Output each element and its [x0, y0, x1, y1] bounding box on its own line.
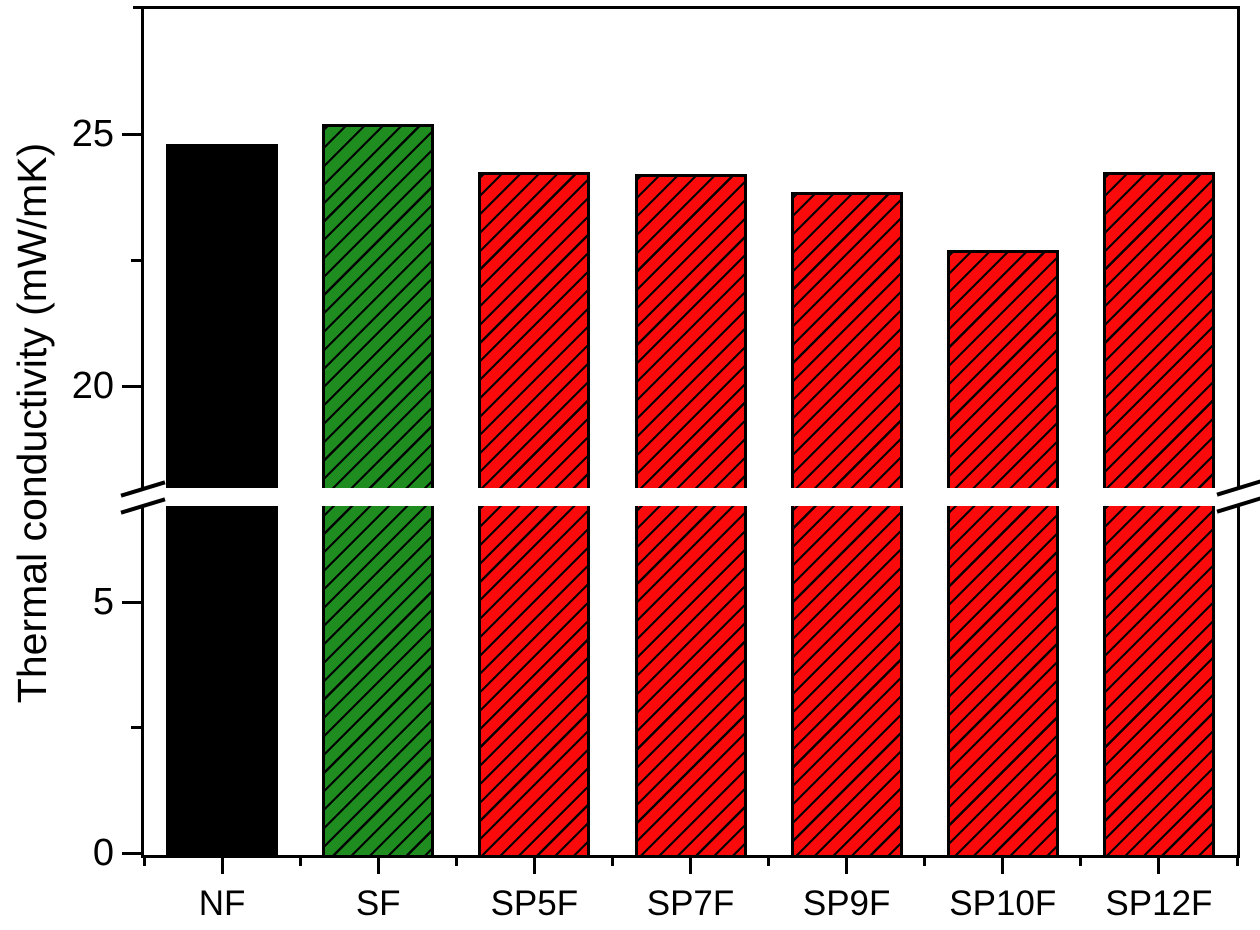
y-major-tick-5 — [122, 600, 142, 604]
x-tick-label-SP7F: SP7F — [646, 884, 735, 923]
x-minor-tick — [923, 858, 927, 866]
top-corner-minor-tick — [133, 6, 142, 9]
bar-SP5F — [478, 171, 591, 855]
x-major-tick-SF — [376, 858, 380, 874]
y-minor-tick — [131, 726, 142, 729]
x-tick-label-SF: SF — [355, 884, 401, 923]
x-minor-tick — [767, 858, 771, 866]
x-minor-tick — [298, 858, 302, 866]
x-minor-tick — [1079, 858, 1083, 866]
x-tick-label-SP5F: SP5F — [490, 884, 579, 923]
y-minor-tick — [131, 258, 142, 262]
x-minor-tick — [142, 858, 146, 866]
axis-break-band — [141, 488, 1240, 506]
x-major-tick-SP9F — [845, 858, 849, 874]
bar-SP12F — [1102, 171, 1215, 855]
x-minor-tick — [610, 858, 614, 866]
x-tick-label-NF: NF — [198, 884, 246, 923]
x-minor-tick — [454, 858, 458, 866]
bar-SP10F — [946, 249, 1059, 855]
x-major-tick-SP12F — [1157, 858, 1161, 874]
y-tick-label-0: 0 — [92, 832, 114, 874]
y-axis-title: Thermal conductivity (mW/mK) — [9, 142, 55, 704]
y-tick-label-25: 25 — [71, 113, 114, 155]
x-tick-label-SP10F: SP10F — [949, 884, 1057, 923]
x-minor-tick — [1235, 858, 1239, 866]
y-major-tick-25 — [122, 132, 142, 136]
bar-SP7F — [634, 174, 747, 855]
x-major-tick-SP10F — [1001, 858, 1005, 874]
bar-SP9F — [790, 191, 903, 855]
y-tick-label-20: 20 — [71, 365, 114, 407]
y-major-tick-20 — [122, 384, 142, 388]
x-tick-label-SP9F: SP9F — [802, 884, 891, 923]
x-major-tick-SP7F — [689, 858, 692, 874]
y-major-tick-0 — [122, 851, 142, 855]
plot-area — [141, 6, 1240, 858]
x-tick-label-SP12F: SP12F — [1105, 884, 1213, 923]
x-major-tick-SP5F — [532, 858, 536, 874]
x-major-tick-NF — [220, 858, 224, 874]
y-tick-label-5: 5 — [92, 581, 114, 623]
